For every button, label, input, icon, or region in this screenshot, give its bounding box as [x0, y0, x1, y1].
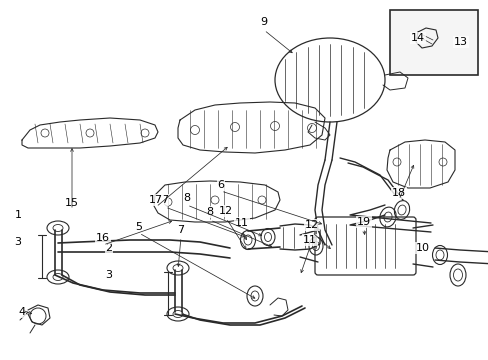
Text: 17: 17: [149, 195, 163, 205]
Text: 8: 8: [183, 193, 190, 203]
Text: 14: 14: [410, 33, 424, 43]
Text: 9: 9: [260, 17, 267, 27]
Text: 11: 11: [235, 218, 248, 228]
Text: 3: 3: [105, 270, 112, 280]
Text: 4: 4: [19, 307, 25, 317]
Text: 5: 5: [135, 222, 142, 232]
Text: 15: 15: [65, 198, 79, 208]
Text: 12: 12: [219, 206, 233, 216]
Text: 2: 2: [105, 243, 112, 253]
Text: 10: 10: [415, 243, 429, 253]
Text: 3: 3: [15, 237, 21, 247]
Text: 7: 7: [177, 225, 184, 235]
Text: 19: 19: [356, 217, 370, 227]
FancyBboxPatch shape: [314, 217, 415, 275]
Text: 7: 7: [161, 195, 168, 205]
Text: 18: 18: [391, 188, 405, 198]
Bar: [389, 10, 477, 75]
Text: 13: 13: [453, 37, 467, 47]
Text: 16: 16: [96, 233, 110, 243]
Text: 1: 1: [15, 210, 21, 220]
Text: 12: 12: [305, 220, 318, 230]
Text: 11: 11: [303, 235, 316, 245]
Text: 6: 6: [217, 180, 224, 190]
Text: 8: 8: [206, 207, 213, 217]
